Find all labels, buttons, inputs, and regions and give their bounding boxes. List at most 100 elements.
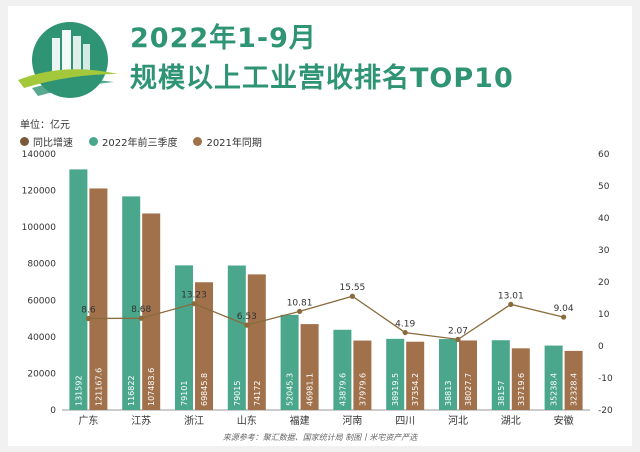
growth-point: [191, 301, 197, 307]
y-right-tick-label: -20: [598, 406, 613, 416]
growth-value-label: 13.01: [498, 291, 524, 301]
unit-label: 单位：亿元: [20, 120, 70, 131]
legend-item-2021: 2021年同期: [193, 134, 262, 149]
growth-value-label: 13.23: [181, 291, 207, 301]
x-category-label: 湖北: [501, 415, 521, 427]
growth-point: [349, 293, 355, 299]
bar-2022: [175, 265, 193, 410]
bar-2021: [89, 188, 108, 410]
bar-2022: [69, 169, 88, 410]
legend-swatch-2021: [193, 137, 203, 146]
x-category-label: 浙江: [184, 415, 204, 427]
bar-2022: [333, 329, 352, 410]
bar-2022-value-label: 52045.3: [286, 373, 295, 406]
x-category-label: 福建: [290, 414, 310, 427]
growth-value-label: 8.68: [131, 305, 151, 315]
growth-value-label: 15.55: [340, 283, 366, 293]
y-left-tick-label: 0: [50, 406, 56, 416]
bar-2021: [353, 340, 372, 410]
y-right-tick-label: 50: [598, 182, 610, 192]
y-right-tick-label: 30: [598, 246, 610, 256]
bar-2021: [406, 341, 425, 410]
page-title-line1: 2022年1-9月: [130, 23, 317, 54]
y-right-tick-label: 20: [598, 278, 610, 288]
bar-2022: [439, 339, 457, 410]
y-right-tick-label: -10: [598, 374, 613, 384]
source-note: 来源参考：聚汇数据、国家统计局 制图丨米宅资产严选: [222, 433, 418, 442]
x-category-label: 山东: [237, 414, 257, 427]
bar-2022: [227, 265, 246, 410]
bar-2021-value-label: 37979.6: [358, 373, 367, 406]
bar-2022: [544, 345, 563, 410]
bar-2022: [386, 338, 405, 410]
bar-2021-value-label: 38027.7: [464, 373, 473, 406]
bar-2022-value-label: 131592: [74, 375, 83, 406]
growth-point: [297, 308, 303, 315]
growth-point: [402, 329, 408, 336]
bar-2022-value-label: 38919.5: [391, 373, 400, 406]
bar-2021-value-label: 69845.8: [200, 373, 209, 406]
bar-2021-value-label: 107483.6: [147, 368, 156, 406]
growth-value-label: 6.53: [237, 312, 257, 322]
growth-line: [88, 295, 564, 341]
legend-label-2021: 2021年同期: [206, 138, 262, 149]
growth-point: [244, 322, 250, 328]
bar-2021: [247, 274, 266, 410]
bar-2021: [300, 324, 319, 410]
legend-item-2022: 2022年前三季度: [89, 134, 177, 149]
bar-2022-value-label: 79101: [180, 381, 189, 406]
x-category-label: 安徽: [554, 414, 574, 427]
y-left-tick-label: 100000: [22, 223, 57, 233]
y-left-tick-label: 40000: [27, 333, 56, 343]
legend-item-growth: 同比增速: [20, 134, 73, 149]
bar-2021: [511, 348, 530, 410]
bar-2021-value-label: 46981.1: [306, 373, 315, 406]
growth-value-label: 8.6: [81, 305, 96, 315]
bar-2022-value-label: 43879.6: [338, 373, 347, 406]
x-category-label: 河南: [342, 414, 362, 427]
x-category-label: 四川: [395, 416, 415, 427]
bar-2021-value-label: 74172: [253, 381, 262, 406]
bar-2022-value-label: 35238.4: [550, 373, 559, 406]
bar-2021-value-label: 33719.6: [517, 373, 526, 406]
page-title-line2: 规模以上工业营收排名TOP10: [130, 63, 514, 94]
bar-2022-value-label: 116822: [127, 375, 136, 406]
growth-point: [85, 315, 91, 322]
growth-value-label: 10.81: [287, 298, 313, 308]
x-category-label: 广东: [78, 414, 98, 427]
city-logo-icon: [18, 22, 118, 98]
y-right-tick-label: 60: [598, 150, 610, 160]
y-left-tick-label: 140000: [22, 150, 57, 160]
growth-point: [138, 315, 144, 321]
legend-swatch-growth: [20, 137, 29, 146]
bar-2021: [195, 282, 213, 410]
y-right-tick-label: 10: [598, 310, 610, 320]
legend-swatch-2022: [89, 137, 98, 146]
growth-value-label: 4.19: [395, 320, 415, 330]
y-left-tick-label: 120000: [22, 187, 57, 197]
bar-2022: [122, 196, 141, 410]
growth-point: [508, 301, 514, 307]
bar-2022-value-label: 38813: [444, 381, 453, 406]
x-category-label: 河北: [448, 415, 468, 427]
y-left-tick-label: 80000: [27, 260, 56, 270]
bar-2021-value-label: 121167.6: [94, 368, 103, 406]
bar-2021: [459, 340, 477, 410]
y-left-tick-label: 60000: [27, 296, 56, 306]
y-left-tick-label: 20000: [27, 369, 56, 379]
growth-value-label: 9.04: [554, 304, 574, 314]
growth-point: [455, 336, 461, 342]
growth-point: [561, 314, 567, 320]
bar-2022-value-label: 38157: [497, 381, 506, 406]
growth-value-label: 2.07: [448, 326, 468, 336]
y-right-tick-label: 40: [598, 214, 610, 224]
bar-2022: [280, 314, 299, 410]
bar-2022: [491, 340, 510, 410]
bar-2021: [142, 213, 161, 410]
legend-label-growth: 同比增速: [33, 138, 73, 149]
bar-2022-value-label: 79015: [233, 381, 242, 406]
x-category-label: 江苏: [131, 414, 151, 427]
bar-2021: [564, 350, 583, 410]
y-right-tick-label: 0: [598, 342, 604, 352]
